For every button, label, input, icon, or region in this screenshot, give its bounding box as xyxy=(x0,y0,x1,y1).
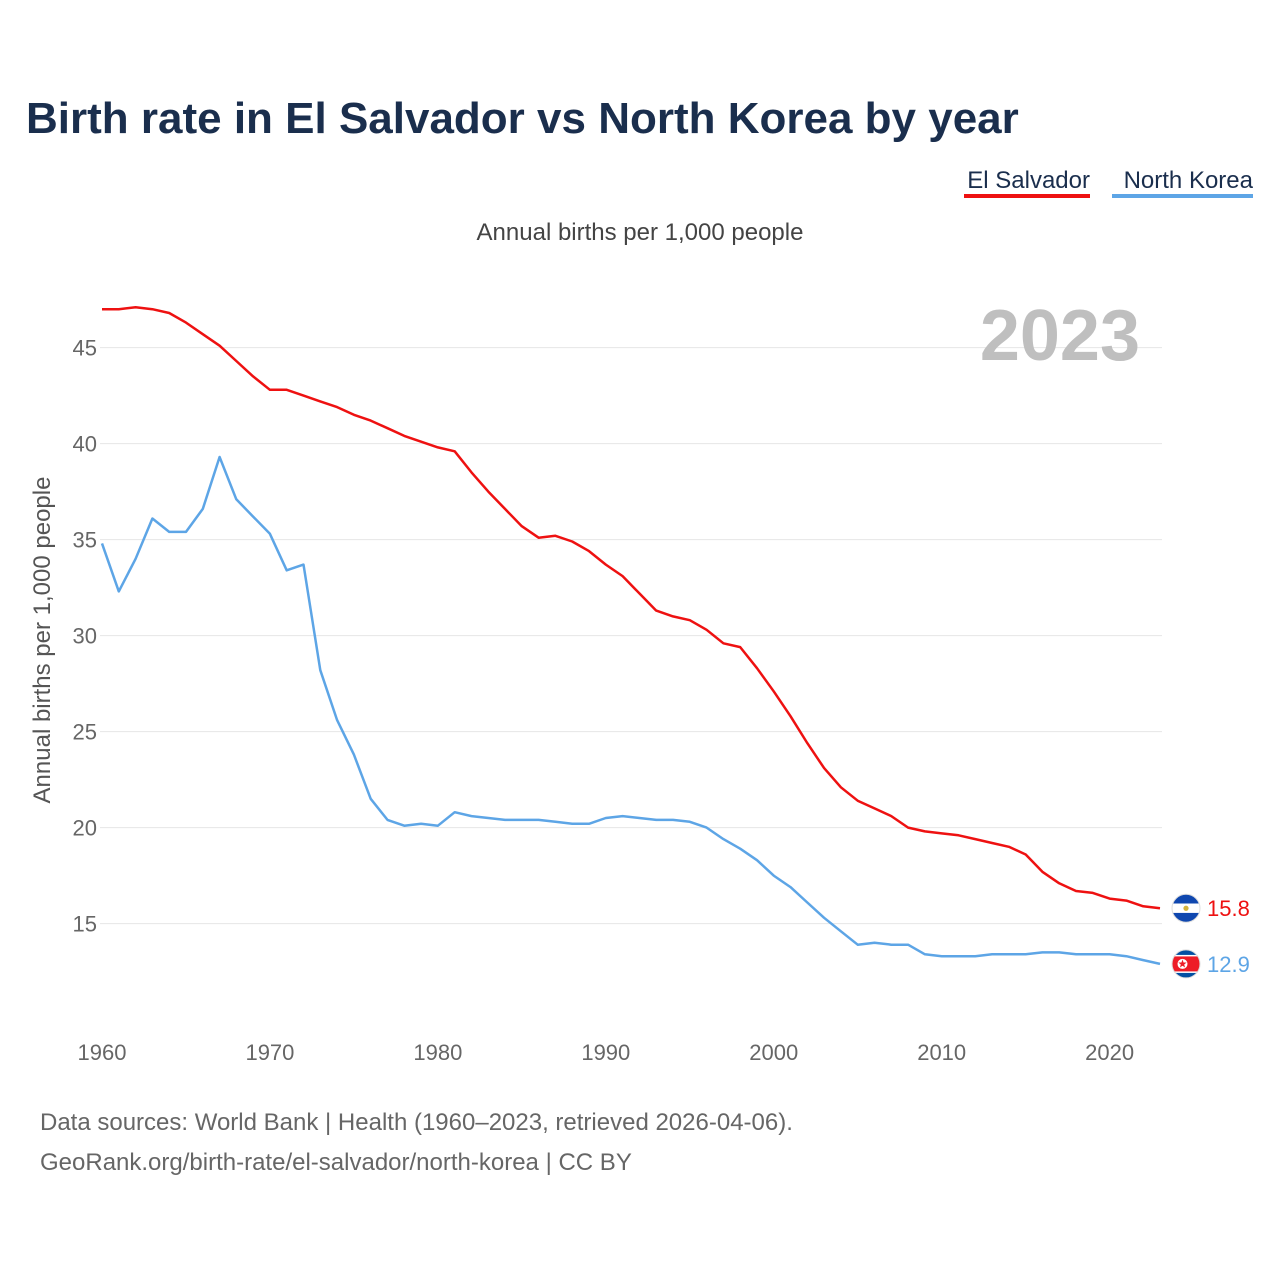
chart-subtitle: Annual births per 1,000 people xyxy=(477,219,804,246)
y-tick-label-30: 30 xyxy=(73,624,97,649)
series-line-el-salvador[interactable] xyxy=(102,306,1161,910)
y-tick-label-15: 15 xyxy=(73,912,97,937)
y-tick-label-25: 25 xyxy=(73,720,97,745)
legend-el-salvador-label[interactable]: El Salvador xyxy=(967,167,1090,194)
el-salvador-flag-icon xyxy=(1171,893,1201,923)
legend-el-salvador-swatch xyxy=(964,194,1090,198)
y-axis-ticks: 15 20 25 30 35 40 45 xyxy=(73,336,97,937)
y-tick-label-45: 45 xyxy=(73,336,97,361)
series-lines xyxy=(100,306,1161,966)
series-end-markers: 15.8 12.9 xyxy=(1171,893,1250,979)
legend-north-korea-swatch xyxy=(1112,194,1253,198)
series-line-north-korea[interactable] xyxy=(100,455,1161,966)
y-tick-label-35: 35 xyxy=(73,528,97,553)
y-tick-label-20: 20 xyxy=(73,816,97,841)
x-tick-label-2000: 2000 xyxy=(749,1040,798,1065)
x-tick-label-1980: 1980 xyxy=(413,1040,462,1065)
chart-title: Birth rate in El Salvador vs North Korea… xyxy=(26,94,1019,143)
y-axis-title: Annual births per 1,000 people xyxy=(29,477,56,804)
source-line-1: Data sources: World Bank | Health (1960–… xyxy=(40,1109,793,1136)
x-tick-label-2010: 2010 xyxy=(917,1040,966,1065)
y-tick-label-40: 40 xyxy=(73,432,97,457)
end-value-el-salvador: 15.8 xyxy=(1207,896,1250,921)
legend: North Korea El Salvador xyxy=(964,167,1254,198)
gridlines xyxy=(100,347,1162,925)
x-tick-label-1990: 1990 xyxy=(581,1040,630,1065)
end-value-north-korea: 12.9 xyxy=(1207,952,1250,977)
north-korea-flag-icon xyxy=(1171,949,1201,979)
source-line-2[interactable]: GeoRank.org/birth-rate/el-salvador/north… xyxy=(40,1149,632,1176)
legend-north-korea-label[interactable]: North Korea xyxy=(1124,167,1254,194)
x-axis-ticks: 1960 1970 1980 1990 2000 2010 2020 xyxy=(78,1040,1135,1065)
x-tick-label-1970: 1970 xyxy=(245,1040,294,1065)
x-tick-label-1960: 1960 xyxy=(78,1040,127,1065)
x-tick-label-2020: 2020 xyxy=(1085,1040,1134,1065)
current-year-label: 2023 xyxy=(980,296,1140,376)
